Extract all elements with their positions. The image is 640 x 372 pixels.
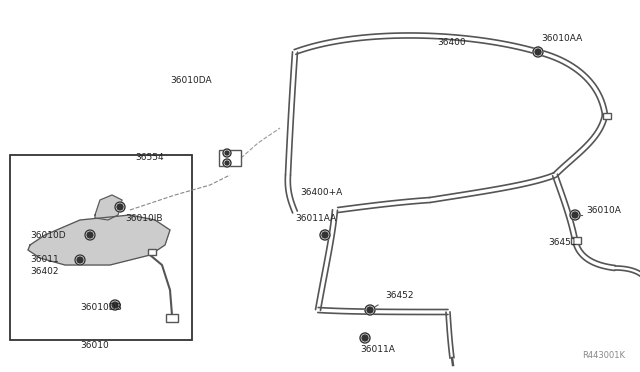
Text: 36010DA: 36010DA [170, 76, 212, 84]
Circle shape [85, 230, 95, 240]
Bar [148, 249, 156, 255]
Text: 36010A: 36010A [586, 205, 621, 215]
Text: R443001K: R443001K [582, 351, 625, 360]
Text: 36011A: 36011A [360, 346, 395, 355]
Bar [219, 150, 241, 166]
Bar [166, 314, 178, 322]
Circle shape [322, 232, 328, 238]
Text: 36010AA: 36010AA [541, 33, 582, 42]
Circle shape [367, 307, 373, 313]
Polygon shape [28, 215, 170, 265]
Circle shape [117, 204, 123, 210]
Text: 36010D: 36010D [30, 231, 66, 240]
Circle shape [570, 210, 580, 220]
Text: 36400: 36400 [437, 38, 466, 46]
Circle shape [223, 149, 231, 157]
Text: 36452: 36452 [385, 291, 413, 299]
Circle shape [225, 151, 229, 155]
Text: 36400+A: 36400+A [300, 187, 342, 196]
Text: 36554: 36554 [135, 153, 164, 161]
Circle shape [110, 300, 120, 310]
Bar [571, 237, 581, 244]
Circle shape [77, 257, 83, 263]
Circle shape [360, 333, 370, 343]
Text: 36010DB: 36010DB [80, 304, 122, 312]
Circle shape [115, 202, 125, 212]
Circle shape [75, 255, 85, 265]
Circle shape [365, 305, 375, 315]
Text: 36402: 36402 [30, 266, 58, 276]
Text: 36010IB: 36010IB [125, 214, 163, 222]
Circle shape [225, 161, 229, 165]
Circle shape [572, 212, 578, 218]
Text: 36451: 36451 [548, 237, 577, 247]
Circle shape [87, 232, 93, 238]
Circle shape [112, 302, 118, 308]
Bar [603, 113, 611, 119]
Text: 36010: 36010 [80, 340, 109, 350]
Circle shape [223, 159, 231, 167]
Bar [10, 155, 192, 340]
Circle shape [535, 49, 541, 55]
Text: 36011: 36011 [30, 256, 59, 264]
Circle shape [320, 230, 330, 240]
Text: 36011AA: 36011AA [295, 214, 336, 222]
Circle shape [533, 47, 543, 57]
Circle shape [362, 335, 368, 341]
Polygon shape [95, 195, 122, 220]
